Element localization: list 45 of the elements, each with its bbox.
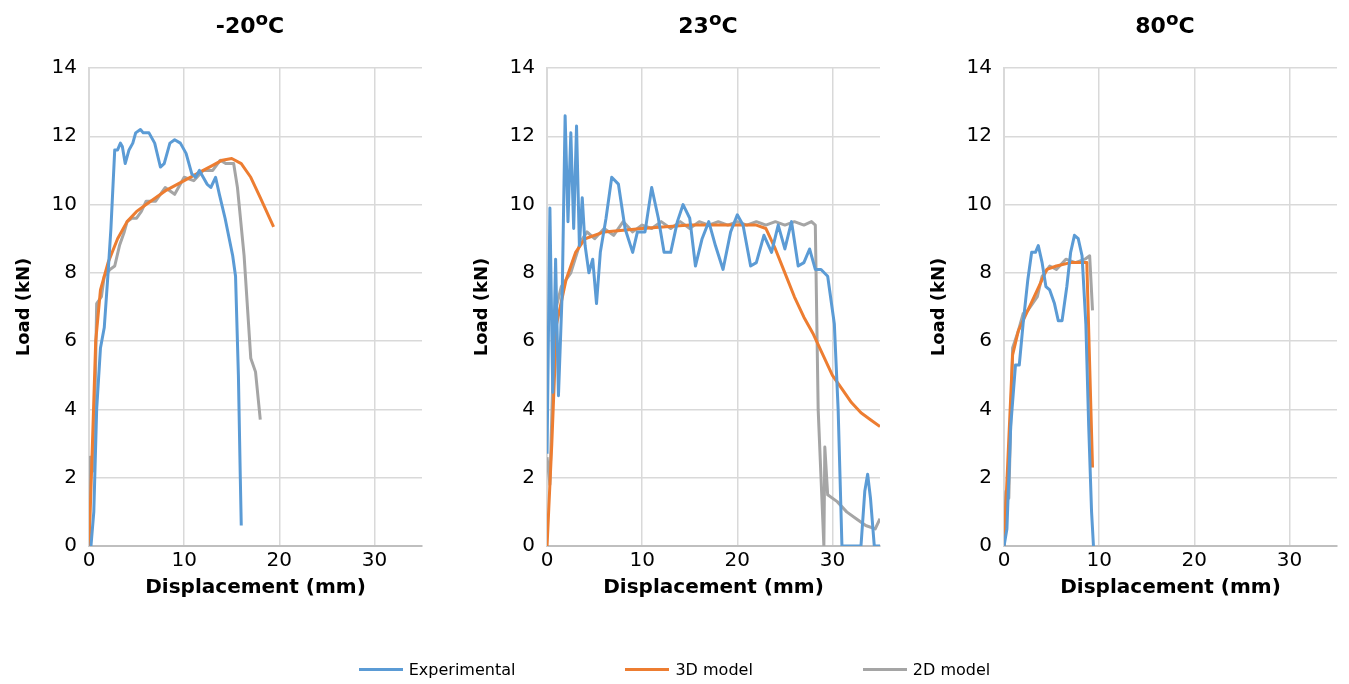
chart-title: 23$^{o}$C — [677, 8, 739, 39]
y-tick-label: 10 — [966, 190, 993, 215]
y-tick-label: 12 — [509, 122, 536, 147]
x-axis-title: Displacement (mm) — [603, 574, 824, 599]
x-tick-label: 30 — [1276, 547, 1303, 572]
y-tick-label: 2 — [979, 463, 993, 488]
y-tick-label: 2 — [522, 463, 536, 488]
y-axis-title: Load (kN) — [12, 257, 34, 357]
x-axis-title: Displacement (mm) — [145, 574, 366, 599]
y-tick-label: 12 — [51, 122, 78, 147]
y-tick-label: 12 — [966, 122, 993, 147]
legend-label: 3D model — [675, 660, 753, 679]
x-tick-label: 20 — [724, 547, 751, 572]
y-tick-label: 6 — [979, 327, 993, 352]
y-tick-label: 14 — [509, 54, 536, 79]
x-tick-label: 0 — [82, 547, 96, 572]
y-tick-label: 8 — [522, 259, 536, 284]
y-tick-label: 8 — [979, 259, 993, 284]
y-tick-label: 6 — [522, 327, 536, 352]
y-tick-label: 14 — [966, 54, 993, 79]
x-tick-label: 0 — [997, 547, 1011, 572]
y-tick-label: 8 — [64, 259, 78, 284]
x-tick-label: 10 — [629, 547, 655, 572]
y-tick-label: 2 — [64, 463, 78, 488]
x-tick-label: 30 — [819, 547, 846, 572]
y-tick-label: 4 — [522, 395, 536, 420]
legend-label: Experimental — [408, 660, 516, 679]
legend-label: 2D model — [912, 660, 991, 679]
x-tick-label: 20 — [1181, 547, 1208, 572]
x-tick-label: 10 — [171, 547, 197, 572]
y-tick-label: 4 — [64, 395, 78, 420]
chart-title: -20$^{o}$C — [214, 8, 286, 39]
x-tick-label: 10 — [1086, 547, 1112, 572]
x-tick-label: 30 — [361, 547, 388, 572]
y-tick-label: 14 — [51, 54, 78, 79]
y-axis-title: Load (kN) — [927, 257, 949, 357]
x-tick-label: 20 — [266, 547, 293, 572]
y-tick-label: 6 — [64, 327, 78, 352]
chart-title: 80$^{o}$C — [1134, 8, 1196, 39]
y-axis-title: Load (kN) — [470, 257, 492, 357]
y-tick-label: 10 — [51, 190, 78, 215]
y-tick-label: 4 — [979, 395, 993, 420]
y-tick-label: 10 — [509, 190, 536, 215]
x-tick-label: 0 — [540, 547, 554, 572]
x-axis-title: Displacement (mm) — [1060, 574, 1281, 599]
